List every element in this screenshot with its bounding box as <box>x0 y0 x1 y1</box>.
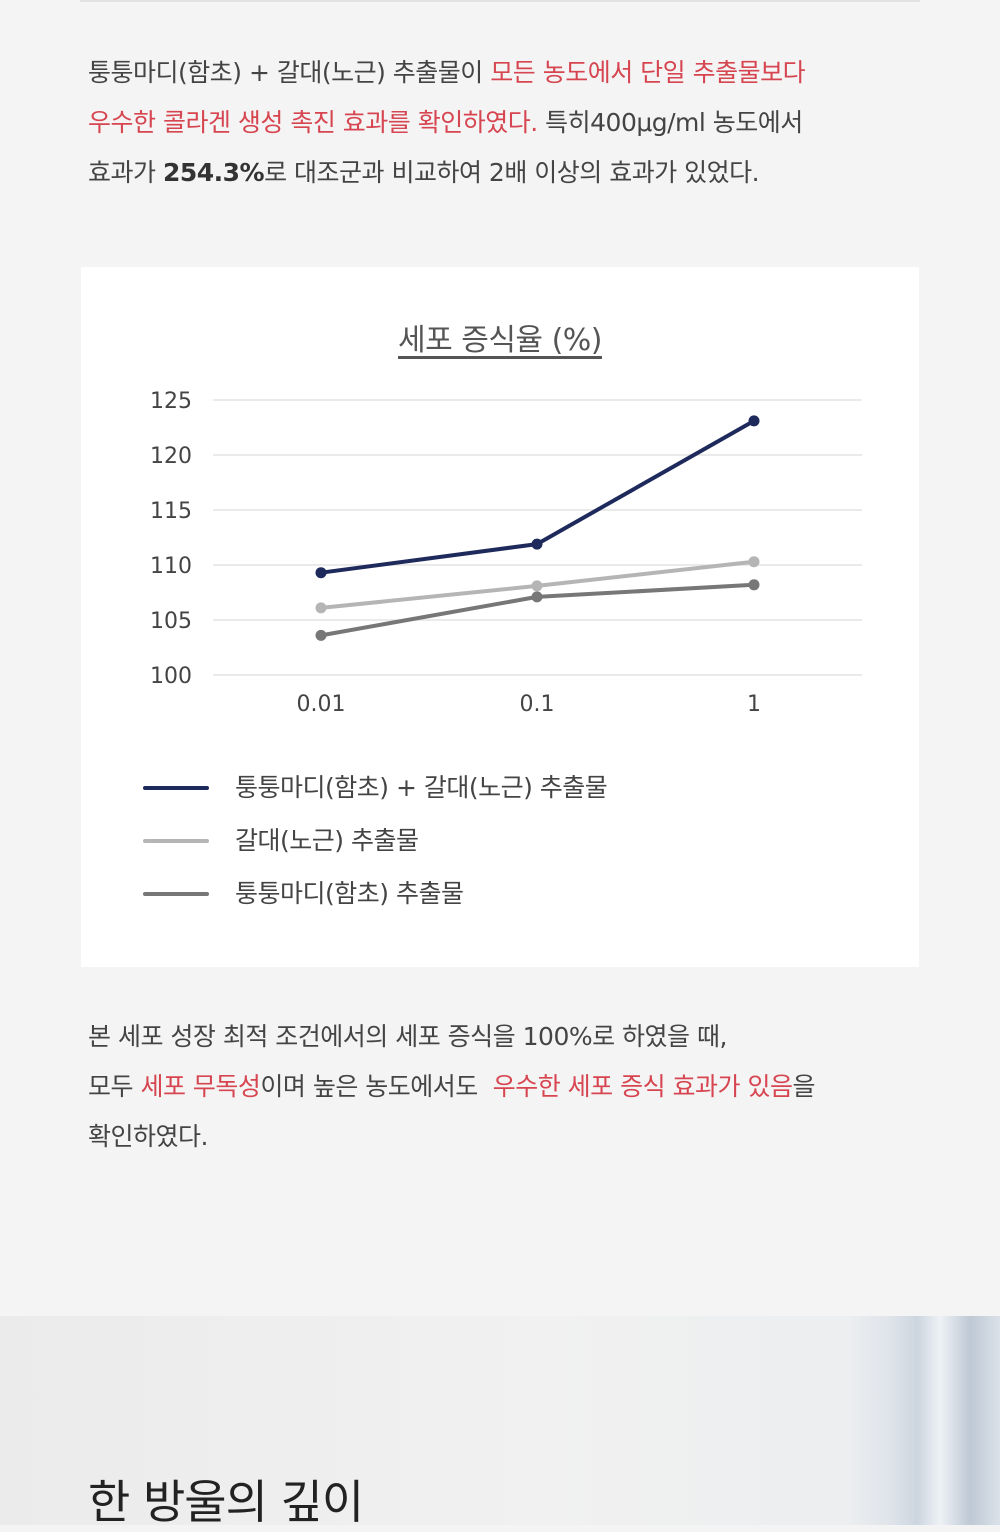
highlight-text: 우수한 세포 증식 효과가 있음 <box>492 1072 793 1101</box>
plain-text: 로 대조군과 비교하여 2배 이상의 효과가 있었다. <box>264 158 760 187</box>
y-tick-label: 110 <box>150 554 192 579</box>
data-point <box>315 567 327 579</box>
legend-swatch <box>143 786 209 790</box>
result-summary-paragraph: 퉁퉁마디(함초) + 갈대(노근) 추출물이 모든 농도에서 단일 추출물보다 … <box>88 48 918 198</box>
data-point <box>315 602 327 614</box>
highlight-text: 세포 무독성 <box>140 1072 261 1101</box>
highlight-text: 우수한 콜라겐 생성 촉진 효과를 확인하였다. <box>88 108 538 137</box>
legend-label: 갈대(노근) 추출물 <box>235 826 419 855</box>
data-point <box>748 415 760 427</box>
chart-legend: 퉁퉁마디(함초) + 갈대(노근) 추출물 갈대(노근) 추출물 퉁퉁마디(함초… <box>143 762 763 921</box>
plain-text: 확인하였다. <box>88 1122 208 1151</box>
product-banner <box>0 1316 1000 1525</box>
plain-text: 을 <box>792 1072 816 1101</box>
line-chart: 100 105 110 115 120 125 0.01 0.1 1 <box>150 389 862 717</box>
paragraph-line: 퉁퉁마디(함초) + 갈대(노근) 추출물이 모든 농도에서 단일 추출물보다 <box>88 48 918 98</box>
legend-item: 갈대(노근) 추출물 <box>143 815 763 868</box>
data-point <box>531 580 543 592</box>
plain-text: 퉁퉁마디(함초) + 갈대(노근) 추출물이 <box>88 58 491 87</box>
legend-label: 퉁퉁마디(함초) 추출물 <box>235 879 464 908</box>
y-tick-label: 125 <box>150 389 192 414</box>
y-tick-label: 105 <box>150 609 192 634</box>
legend-swatch <box>143 839 209 843</box>
chart-title: 세포 증식율 (%) <box>398 323 603 358</box>
legend-item: 퉁퉁마디(함초) 추출물 <box>143 868 763 921</box>
x-tick-label: 1 <box>747 692 761 717</box>
plain-text: 특히400μg/ml 농도에서 <box>537 108 803 137</box>
series-line <box>320 419 755 575</box>
paragraph-line: 우수한 콜라겐 생성 촉진 효과를 확인하였다. 특히400μg/ml 농도에서 <box>88 98 918 148</box>
data-point <box>531 538 543 550</box>
data-point <box>531 591 543 603</box>
chart-card: 세포 증식율 (%) 100 105 110 115 120 125 0.01 0.1 1 퉁퉁… <box>81 267 919 967</box>
data-point <box>748 556 760 568</box>
bold-percentage: 254.3% <box>162 158 265 187</box>
y-tick-label: 115 <box>150 499 192 524</box>
paragraph-line: 본 세포 성장 최적 조건에서의 세포 증식을 100%로 하였을 때, <box>88 1012 918 1062</box>
paragraph-line: 모두 세포 무독성이며 높은 농도에서도 우수한 세포 증식 효과가 있음을 <box>88 1062 918 1112</box>
paragraph-line: 효과가 254.3%로 대조군과 비교하여 2배 이상의 효과가 있었다. <box>88 148 918 198</box>
data-point <box>748 579 760 591</box>
data-point <box>315 629 327 641</box>
section-heading: 한 방울의 깊이 <box>88 1475 364 1529</box>
bottle-image <box>850 1316 1000 1525</box>
y-tick-label: 100 <box>150 664 192 689</box>
plain-text: 효과가 <box>88 158 163 187</box>
legend-label: 퉁퉁마디(함초) + 갈대(노근) 추출물 <box>235 773 608 802</box>
plain-text: 본 세포 성장 최적 조건에서의 세포 증식을 100%로 하였을 때, <box>88 1022 727 1051</box>
x-tick-label: 0.1 <box>520 692 555 717</box>
plain-text: 이며 높은 농도에서도 <box>260 1072 493 1101</box>
y-tick-label: 120 <box>150 444 192 469</box>
x-tick-label: 0.01 <box>297 692 346 717</box>
legend-item: 퉁퉁마디(함초) + 갈대(노근) 추출물 <box>143 762 763 815</box>
highlight-text: 모든 농도에서 단일 추출물보다 <box>490 58 806 87</box>
paragraph-line: 확인하였다. <box>88 1112 918 1162</box>
top-divider <box>80 0 920 2</box>
cell-proliferation-paragraph: 본 세포 성장 최적 조건에서의 세포 증식을 100%로 하였을 때, 모두 … <box>88 1012 918 1162</box>
legend-swatch <box>143 892 209 896</box>
plain-text: 모두 <box>88 1072 141 1101</box>
